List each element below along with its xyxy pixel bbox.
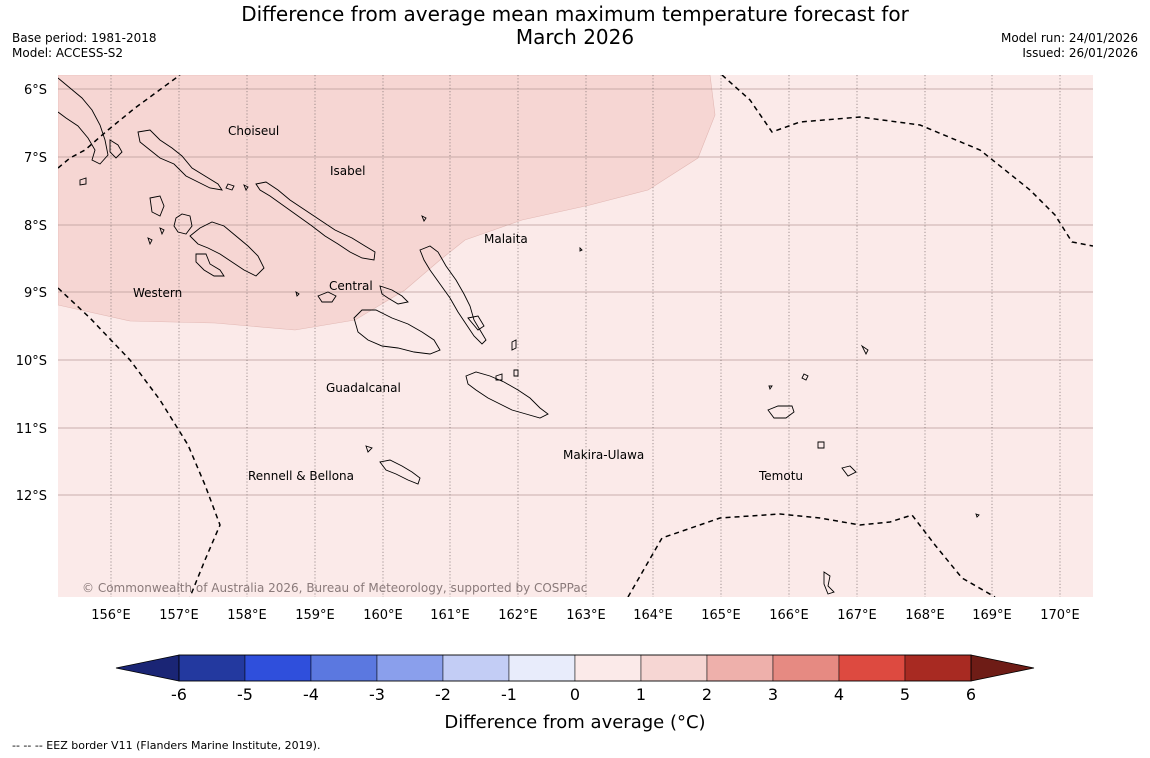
colorbar-tick: -5 xyxy=(237,685,253,704)
colorbar-label: Difference from average (°C) xyxy=(444,712,705,733)
island-central xyxy=(317,291,337,303)
coastlines xyxy=(58,77,980,595)
longitude-labels: 156°E 157°E 158°E 159°E 160°E 161°E 162°… xyxy=(91,608,1080,623)
lon-label-166e: 166°E xyxy=(769,608,809,623)
island-choiseul xyxy=(137,129,223,191)
colorbar-segment xyxy=(310,654,378,682)
label-isabel: Isabel xyxy=(330,164,365,178)
label-choiseul: Choiseul xyxy=(228,124,279,138)
lon-label-165e: 165°E xyxy=(701,608,741,623)
model-name: Model: ACCESS-S2 xyxy=(12,46,124,60)
label-central: Central xyxy=(329,279,373,293)
lat-label-9s: 9°S xyxy=(24,286,47,301)
copyright-notice: © Commonwealth of Australia 2026, Bureau… xyxy=(82,581,587,595)
region-labels: Choiseul Isabel Malaita Western Central … xyxy=(133,124,803,483)
island-malaita xyxy=(419,245,487,345)
label-rennell-bellona: Rennell & Bellona xyxy=(248,469,354,483)
colorbar-tick: -6 xyxy=(171,685,187,704)
lat-label-11s: 11°S xyxy=(16,422,47,437)
title-line-1: Difference from average mean maximum tem… xyxy=(241,2,909,26)
anomaly-band-1-2 xyxy=(58,75,716,331)
lat-label-12s: 12°S xyxy=(16,489,47,504)
lon-label-167e: 167°E xyxy=(837,608,877,623)
label-guadalcanal: Guadalcanal xyxy=(326,381,401,395)
colorbar-tick: 6 xyxy=(966,685,976,704)
colorbar-tick: -4 xyxy=(303,685,319,704)
colorbar-segment xyxy=(574,654,642,682)
island-temotu xyxy=(767,405,795,419)
label-temotu: Temotu xyxy=(758,469,803,483)
island-rennell xyxy=(379,459,421,485)
colorbar-tick: 5 xyxy=(900,685,910,704)
island-new-georgia xyxy=(149,195,165,217)
lon-label-160e: 160°E xyxy=(363,608,403,623)
colorbar-segment xyxy=(706,654,774,682)
colorbar-segment xyxy=(838,654,906,682)
base-period: Base period: 1981-2018 xyxy=(12,31,157,45)
colorbar-under-arrow xyxy=(115,654,180,682)
colorbar-segment xyxy=(904,654,972,682)
meta-right: Model run: 24/01/2026 Issued: 26/01/2026 xyxy=(1001,31,1138,61)
lon-label-157e: 157°E xyxy=(159,608,199,623)
island-isabel xyxy=(255,181,376,261)
lon-label-162e: 162°E xyxy=(498,608,538,623)
colorbar-tick: 2 xyxy=(702,685,712,704)
island-guadalcanal xyxy=(353,309,441,355)
colorbar: -6 -5 -4 -3 -2 -1 0 1 2 3 4 5 6 Difference from aver… xyxy=(115,654,1035,733)
lon-label-158e: 158°E xyxy=(227,608,267,623)
colorbar-segment xyxy=(244,654,312,682)
lat-label-10s: 10°S xyxy=(16,354,47,369)
latitude-labels: 6°S 7°S 8°S 9°S 10°S 11°S 12°S xyxy=(16,83,47,504)
colorbar-frame xyxy=(178,654,972,682)
colorbar-tick: -3 xyxy=(369,685,385,704)
lon-label-168e: 168°E xyxy=(905,608,945,623)
lon-label-169e: 169°E xyxy=(972,608,1012,623)
island-makira xyxy=(465,371,549,419)
lon-label-164e: 164°E xyxy=(633,608,673,623)
lon-label-156e: 156°E xyxy=(91,608,131,623)
latitude-gridlines xyxy=(58,88,1093,496)
colorbar-segment xyxy=(442,654,510,682)
label-makira-ulawa: Makira-Ulawa xyxy=(563,448,644,462)
eez-legend-note: -- -- -- EEZ border V11 (Flanders Marine… xyxy=(12,739,321,752)
lon-label-161e: 161°E xyxy=(430,608,470,623)
colorbar-segment xyxy=(178,654,246,682)
colorbar-segment xyxy=(772,654,840,682)
chart-title: Difference from average mean maximum tem… xyxy=(0,3,1150,49)
issued-date: Issued: 26/01/2026 xyxy=(1022,46,1138,60)
lon-label-163e: 163°E xyxy=(566,608,606,623)
colorbar-tick: -2 xyxy=(435,685,451,704)
eez-borders xyxy=(58,75,1093,597)
meta-left: Base period: 1981-2018 Model: ACCESS-S2 xyxy=(12,31,157,61)
colorbar-over-arrow xyxy=(970,654,1035,682)
colorbar-tick: 1 xyxy=(636,685,646,704)
colorbar-tick: 3 xyxy=(768,685,778,704)
colorbar-tick: 4 xyxy=(834,685,844,704)
lat-label-8s: 8°S xyxy=(24,219,47,234)
title-line-2: March 2026 xyxy=(515,25,635,49)
colorbar-segment xyxy=(640,654,708,682)
longitude-gridlines xyxy=(110,75,1061,597)
colorbar-segment xyxy=(376,654,444,682)
island-bougainville xyxy=(58,77,109,165)
label-western: Western xyxy=(133,286,182,300)
label-malaita: Malaita xyxy=(484,232,528,246)
lon-label-159e: 159°E xyxy=(295,608,335,623)
lat-label-7s: 7°S xyxy=(24,151,47,166)
colorbar-segments xyxy=(178,654,972,682)
lat-label-6s: 6°S xyxy=(24,83,47,98)
colorbar-segment xyxy=(508,654,576,682)
colorbar-tick: 0 xyxy=(570,685,580,704)
colorbar-tick: -1 xyxy=(501,685,517,704)
model-run: Model run: 24/01/2026 xyxy=(1000,31,1138,45)
colorbar-tick-labels: -6 -5 -4 -3 -2 -1 0 1 2 3 4 5 6 xyxy=(171,685,976,704)
lon-label-170e: 170°E xyxy=(1040,608,1080,623)
